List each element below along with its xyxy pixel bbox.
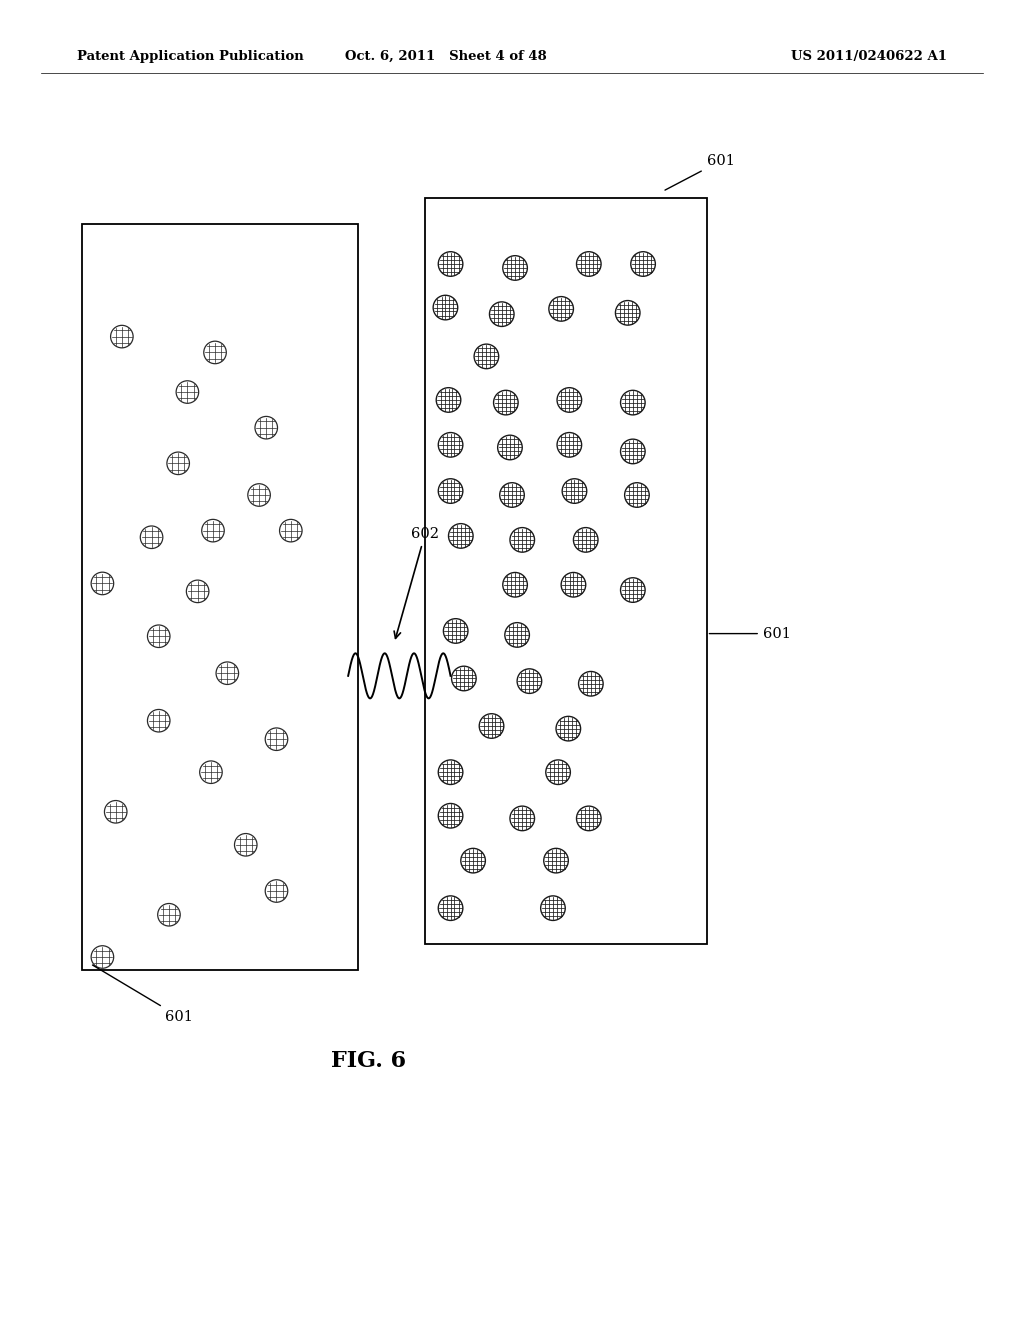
Ellipse shape bbox=[503, 256, 527, 280]
Ellipse shape bbox=[147, 624, 170, 648]
Text: 601: 601 bbox=[92, 965, 194, 1024]
Ellipse shape bbox=[176, 380, 199, 404]
Ellipse shape bbox=[449, 524, 473, 548]
Ellipse shape bbox=[438, 252, 463, 276]
Ellipse shape bbox=[200, 760, 222, 784]
Ellipse shape bbox=[500, 483, 524, 507]
Ellipse shape bbox=[498, 436, 522, 459]
Ellipse shape bbox=[255, 416, 278, 440]
Ellipse shape bbox=[167, 451, 189, 475]
Ellipse shape bbox=[621, 578, 645, 602]
Ellipse shape bbox=[544, 849, 568, 873]
Ellipse shape bbox=[479, 714, 504, 738]
Ellipse shape bbox=[461, 849, 485, 873]
Ellipse shape bbox=[621, 440, 645, 463]
Ellipse shape bbox=[438, 433, 463, 457]
Ellipse shape bbox=[561, 573, 586, 597]
Ellipse shape bbox=[111, 325, 133, 348]
Ellipse shape bbox=[510, 528, 535, 552]
Text: US 2011/0240622 A1: US 2011/0240622 A1 bbox=[792, 50, 947, 63]
Ellipse shape bbox=[104, 800, 127, 824]
Ellipse shape bbox=[557, 433, 582, 457]
Ellipse shape bbox=[621, 391, 645, 414]
Ellipse shape bbox=[452, 667, 476, 690]
Ellipse shape bbox=[573, 528, 598, 552]
Ellipse shape bbox=[579, 672, 603, 696]
Text: Patent Application Publication: Patent Application Publication bbox=[77, 50, 303, 63]
Ellipse shape bbox=[147, 709, 170, 733]
Ellipse shape bbox=[438, 760, 463, 784]
Ellipse shape bbox=[556, 717, 581, 741]
Ellipse shape bbox=[562, 479, 587, 503]
Ellipse shape bbox=[505, 623, 529, 647]
Ellipse shape bbox=[577, 252, 601, 276]
Ellipse shape bbox=[438, 479, 463, 503]
Text: FIG. 6: FIG. 6 bbox=[331, 1051, 407, 1072]
Ellipse shape bbox=[438, 804, 463, 828]
Ellipse shape bbox=[91, 945, 114, 969]
Ellipse shape bbox=[625, 483, 649, 507]
Text: Oct. 6, 2011   Sheet 4 of 48: Oct. 6, 2011 Sheet 4 of 48 bbox=[344, 50, 547, 63]
Ellipse shape bbox=[474, 345, 499, 368]
Ellipse shape bbox=[202, 519, 224, 543]
Ellipse shape bbox=[615, 301, 640, 325]
Ellipse shape bbox=[631, 252, 655, 276]
Ellipse shape bbox=[489, 302, 514, 326]
Ellipse shape bbox=[234, 833, 257, 857]
Ellipse shape bbox=[494, 391, 518, 414]
Ellipse shape bbox=[436, 388, 461, 412]
Ellipse shape bbox=[248, 483, 270, 507]
Bar bbox=[82, 224, 358, 970]
Ellipse shape bbox=[557, 388, 582, 412]
Ellipse shape bbox=[265, 727, 288, 751]
Ellipse shape bbox=[216, 661, 239, 685]
Ellipse shape bbox=[577, 807, 601, 830]
Ellipse shape bbox=[186, 579, 209, 603]
Ellipse shape bbox=[517, 669, 542, 693]
Ellipse shape bbox=[510, 807, 535, 830]
Text: 601: 601 bbox=[710, 627, 791, 640]
Text: 601: 601 bbox=[665, 154, 734, 190]
Ellipse shape bbox=[549, 297, 573, 321]
Bar bbox=[425, 198, 707, 944]
Text: 602: 602 bbox=[394, 527, 439, 639]
Ellipse shape bbox=[433, 296, 458, 319]
Ellipse shape bbox=[140, 525, 163, 549]
Ellipse shape bbox=[265, 879, 288, 903]
Ellipse shape bbox=[443, 619, 468, 643]
Ellipse shape bbox=[280, 519, 302, 543]
Ellipse shape bbox=[546, 760, 570, 784]
Ellipse shape bbox=[438, 896, 463, 920]
Ellipse shape bbox=[158, 903, 180, 927]
Ellipse shape bbox=[503, 573, 527, 597]
Ellipse shape bbox=[204, 341, 226, 364]
Ellipse shape bbox=[91, 572, 114, 595]
Ellipse shape bbox=[541, 896, 565, 920]
